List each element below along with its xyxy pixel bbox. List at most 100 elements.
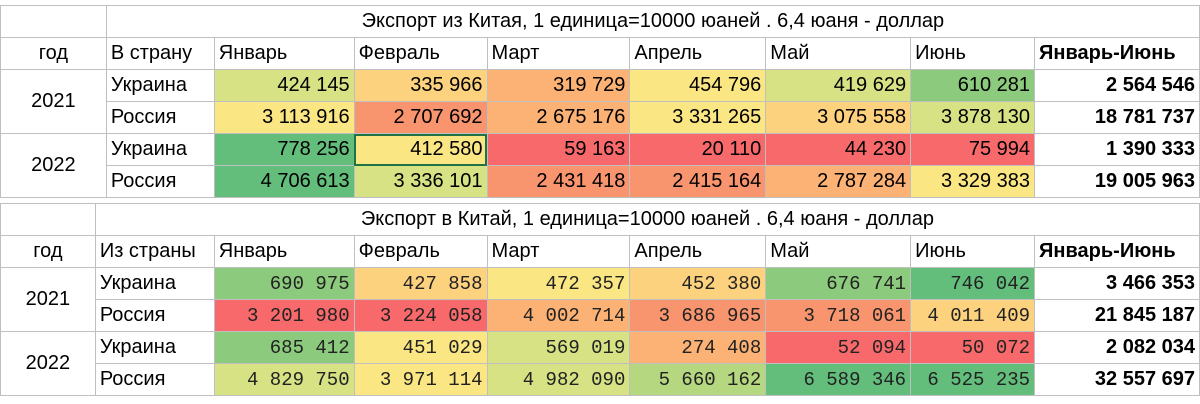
value-cell[interactable]: 20 110 bbox=[629, 133, 767, 166]
col-header-feb[interactable]: Февраль bbox=[353, 37, 488, 70]
value-cell[interactable]: 3 331 265 bbox=[629, 101, 767, 134]
value-cell[interactable]: 335 966 bbox=[353, 69, 488, 102]
selected-value-cell[interactable]: 412 580 bbox=[353, 133, 488, 166]
table-row: Россия 3 113 916 2 707 692 2 675 176 3 3… bbox=[1, 101, 1200, 134]
total-cell[interactable]: 21 845 187 bbox=[1034, 299, 1200, 332]
value-cell[interactable]: 424 145 bbox=[213, 69, 355, 102]
table-row: 2021 Украина 424 145 335 966 319 729 454… bbox=[0, 69, 1200, 134]
value-cell[interactable]: 4 011 409 bbox=[910, 299, 1036, 332]
country-cell[interactable]: Украина bbox=[94, 331, 215, 364]
table-row: 2022 Украина 685 412 451 029 569 019 274… bbox=[0, 331, 1200, 396]
value-cell[interactable]: 3 113 916 bbox=[213, 101, 355, 134]
value-cell[interactable]: 610 281 bbox=[910, 69, 1035, 102]
total-cell[interactable]: 3 466 353 bbox=[1034, 267, 1200, 300]
value-cell[interactable]: 2 415 164 bbox=[629, 165, 767, 198]
value-cell[interactable]: 3 686 965 bbox=[629, 299, 767, 332]
value-cell[interactable]: 427 858 bbox=[353, 267, 488, 300]
value-cell[interactable]: 685 412 bbox=[213, 331, 355, 364]
value-cell[interactable]: 6 525 235 bbox=[910, 363, 1036, 396]
col-header-mar[interactable]: Март bbox=[486, 235, 631, 268]
col-header-may[interactable]: Май bbox=[765, 37, 912, 70]
value-cell[interactable]: 2 787 284 bbox=[765, 165, 912, 198]
table-row: 2021 Украина 690 975 427 858 472 357 452… bbox=[0, 267, 1200, 332]
country-cell[interactable]: Россия bbox=[105, 165, 215, 198]
value-cell[interactable]: 3 718 061 bbox=[765, 299, 912, 332]
total-cell[interactable]: 18 781 737 bbox=[1034, 101, 1200, 134]
value-cell[interactable]: 690 975 bbox=[213, 267, 355, 300]
year-cell[interactable]: 2022 bbox=[0, 331, 96, 396]
total-cell[interactable]: 19 005 963 bbox=[1034, 165, 1200, 198]
table-row: Россия 3 201 980 3 224 058 4 002 714 3 6… bbox=[1, 299, 1200, 332]
country-cell[interactable]: Украина bbox=[105, 133, 215, 166]
col-header-jun[interactable]: Июнь bbox=[910, 37, 1035, 70]
table-row: Россия 4 829 750 3 971 114 4 982 090 5 6… bbox=[1, 363, 1200, 396]
total-cell[interactable]: 2 564 546 bbox=[1034, 69, 1200, 102]
value-cell[interactable]: 569 019 bbox=[486, 331, 631, 364]
country-cell[interactable]: Украина bbox=[94, 267, 215, 300]
value-cell[interactable]: 3 878 130 bbox=[910, 101, 1035, 134]
country-cell[interactable]: Россия bbox=[94, 299, 215, 332]
country-cell[interactable]: Россия bbox=[94, 363, 215, 396]
value-cell[interactable]: 2 707 692 bbox=[353, 101, 488, 134]
value-cell[interactable]: 676 741 bbox=[765, 267, 912, 300]
value-cell[interactable]: 5 660 162 bbox=[629, 363, 767, 396]
value-cell[interactable]: 44 230 bbox=[765, 133, 912, 166]
col-header-feb[interactable]: Февраль bbox=[353, 235, 488, 268]
country-cell[interactable]: Украина bbox=[105, 69, 215, 102]
value-cell[interactable]: 4 002 714 bbox=[486, 299, 631, 332]
value-cell[interactable]: 3 329 383 bbox=[910, 165, 1035, 198]
col-header-apr[interactable]: Апрель bbox=[629, 37, 767, 70]
value-cell[interactable]: 3 224 058 bbox=[353, 299, 488, 332]
corner-cell bbox=[0, 203, 96, 236]
table-row: 2022 Украина 778 256 412 580 59 163 20 1… bbox=[0, 133, 1200, 198]
col-header-jan[interactable]: Январь bbox=[213, 37, 355, 70]
value-cell[interactable]: 746 042 bbox=[910, 267, 1036, 300]
value-cell[interactable]: 3 201 980 bbox=[213, 299, 355, 332]
value-cell[interactable]: 419 629 bbox=[765, 69, 912, 102]
col-header-jan[interactable]: Январь bbox=[213, 235, 355, 268]
export-to-china-table: Экспорт в Китай, 1 единица=10000 юаней .… bbox=[0, 203, 1200, 396]
value-cell[interactable]: 3 971 114 bbox=[353, 363, 488, 396]
country-cell[interactable]: Россия bbox=[105, 101, 215, 134]
col-header-country[interactable]: Из страны bbox=[94, 235, 215, 268]
value-cell[interactable]: 274 408 bbox=[629, 331, 767, 364]
col-header-may[interactable]: Май bbox=[765, 235, 912, 268]
value-cell[interactable]: 454 796 bbox=[629, 69, 767, 102]
total-cell[interactable]: 2 082 034 bbox=[1034, 331, 1200, 364]
value-cell[interactable]: 451 029 bbox=[353, 331, 488, 364]
total-cell[interactable]: 1 390 333 bbox=[1034, 133, 1200, 166]
value-cell[interactable]: 75 994 bbox=[910, 133, 1035, 166]
col-header-total[interactable]: Январь-Июнь bbox=[1034, 235, 1200, 268]
year-cell[interactable]: 2021 bbox=[0, 69, 107, 134]
year-cell[interactable]: 2021 bbox=[0, 267, 96, 332]
value-cell[interactable]: 4 982 090 bbox=[486, 363, 631, 396]
header-row: год Из страны Январь Февраль Март Апрель… bbox=[0, 235, 1200, 268]
value-cell[interactable]: 4 829 750 bbox=[213, 363, 355, 396]
col-header-country[interactable]: В страну bbox=[105, 37, 215, 70]
year-cell[interactable]: 2022 bbox=[0, 133, 107, 198]
value-cell[interactable]: 778 256 bbox=[213, 133, 355, 166]
value-cell[interactable]: 3 075 558 bbox=[765, 101, 912, 134]
value-cell[interactable]: 452 380 bbox=[629, 267, 767, 300]
value-cell[interactable]: 2 431 418 bbox=[486, 165, 631, 198]
value-cell[interactable]: 2 675 176 bbox=[486, 101, 631, 134]
table-title: Экспорт из Китая, 1 единица=10000 юаней … bbox=[105, 5, 1200, 38]
value-cell[interactable]: 52 094 bbox=[765, 331, 912, 364]
col-header-mar[interactable]: Март bbox=[486, 37, 631, 70]
value-cell[interactable]: 50 072 bbox=[910, 331, 1036, 364]
corner-cell bbox=[0, 5, 107, 38]
value-cell[interactable]: 6 589 346 bbox=[765, 363, 912, 396]
col-header-total[interactable]: Январь-Июнь bbox=[1034, 37, 1200, 70]
total-cell[interactable]: 32 557 697 bbox=[1034, 363, 1200, 396]
table-row: Россия 4 706 613 3 336 101 2 431 418 2 4… bbox=[1, 165, 1200, 198]
col-header-year[interactable]: год bbox=[0, 37, 107, 70]
value-cell[interactable]: 3 336 101 bbox=[353, 165, 488, 198]
header-row: год В страну Январь Февраль Март Апрель … bbox=[0, 37, 1200, 70]
value-cell[interactable]: 472 357 bbox=[486, 267, 631, 300]
value-cell[interactable]: 319 729 bbox=[486, 69, 631, 102]
col-header-year[interactable]: год bbox=[0, 235, 96, 268]
col-header-jun[interactable]: Июнь bbox=[910, 235, 1036, 268]
col-header-apr[interactable]: Апрель bbox=[629, 235, 767, 268]
value-cell[interactable]: 4 706 613 bbox=[213, 165, 355, 198]
value-cell[interactable]: 59 163 bbox=[486, 133, 631, 166]
